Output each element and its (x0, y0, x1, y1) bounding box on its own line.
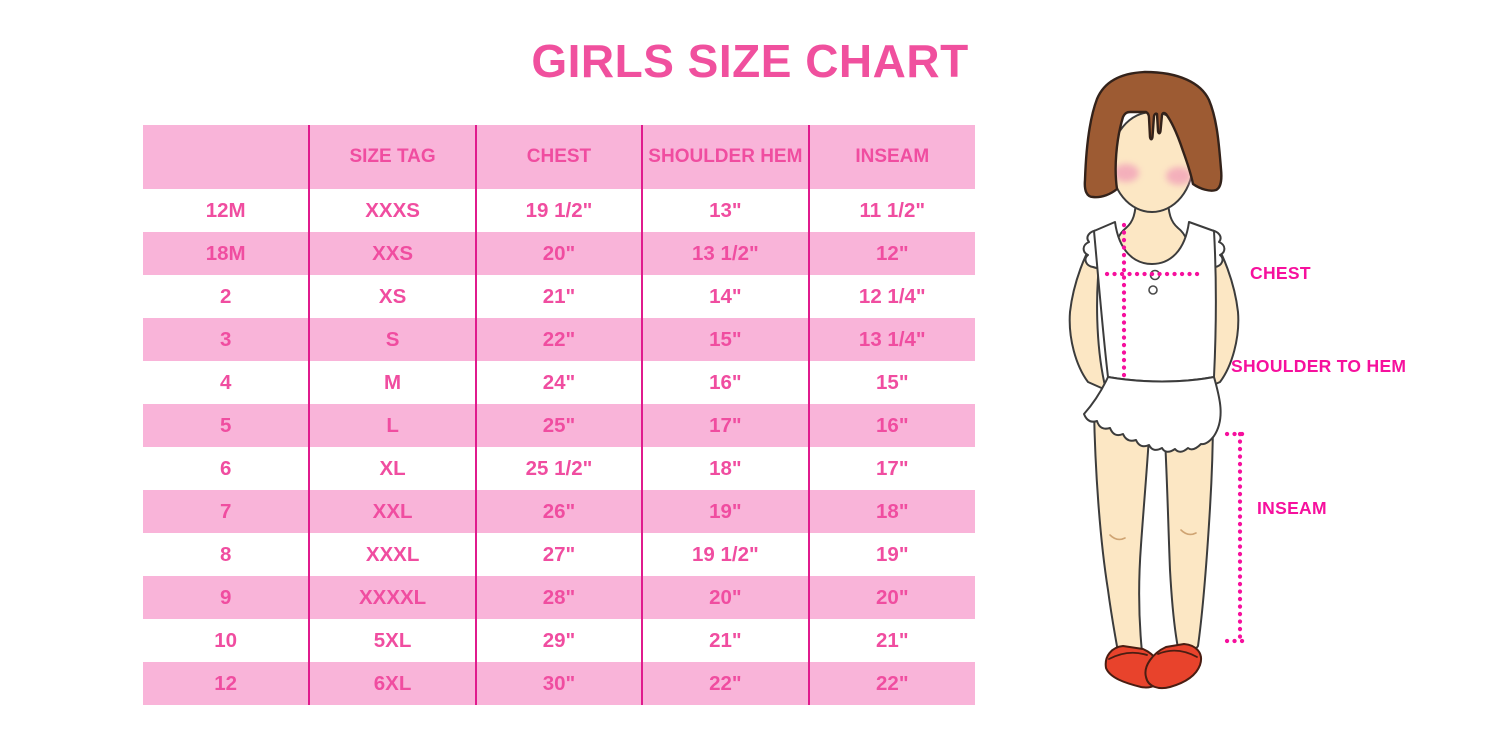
table-cell: 19 1/2" (474, 189, 643, 232)
table-cell: 18" (641, 447, 809, 490)
left-knee-line (1109, 534, 1126, 541)
table-cell: 20" (807, 576, 975, 619)
girls-size-table: SIZE TAG CHEST SHOULDER HEM INSEAM 12M XX… (143, 125, 975, 705)
table-row: 18M XXS 20" 13 1/2" 12" (143, 232, 975, 275)
table-cell: 6XL (308, 662, 476, 705)
table-cell: 5XL (308, 619, 476, 662)
table-row: 8 XXXL 27" 19 1/2" 19" (143, 533, 975, 576)
table-cell: 7 (143, 490, 310, 533)
table-cell: 19" (807, 533, 975, 576)
girl-skirt (1083, 376, 1222, 453)
table-cell: 21" (641, 619, 809, 662)
right-shoe (1144, 643, 1202, 690)
table-row: 9 XXXXL 28" 20" 20" (143, 576, 975, 619)
right-shoe-strap (1157, 649, 1198, 658)
table-cell: S (308, 318, 476, 361)
table-cell: 17" (807, 447, 975, 490)
table-cell: 30" (474, 662, 643, 705)
table-cell: 12M (143, 189, 310, 232)
table-cell: 9 (143, 576, 310, 619)
table-cell: 13" (641, 189, 809, 232)
table-row: 6 XL 25 1/2" 18" 17" (143, 447, 975, 490)
table-cell: L (308, 404, 476, 447)
table-cell: 19" (641, 490, 809, 533)
header-cell-size (143, 125, 310, 189)
table-cell: XXXL (308, 533, 476, 576)
table-cell: 29" (474, 619, 643, 662)
girl-hair (1083, 70, 1223, 199)
table-cell: 28" (474, 576, 643, 619)
table-cell: 15" (641, 318, 809, 361)
table-cell: 4 (143, 361, 310, 404)
table-cell: 16" (641, 361, 809, 404)
table-cell: 25" (474, 404, 643, 447)
table-cell: XXXS (308, 189, 476, 232)
table-row: 2 XS 21" 14" 12 1/4" (143, 275, 975, 318)
table-cell: 14" (641, 275, 809, 318)
right-blush (1166, 167, 1192, 185)
size-table-header: SIZE TAG CHEST SHOULDER HEM INSEAM (143, 125, 975, 189)
table-cell: 13 1/2" (641, 232, 809, 275)
header-cell-size-tag: SIZE TAG (308, 125, 476, 189)
header-row: SIZE TAG CHEST SHOULDER HEM INSEAM (143, 125, 975, 189)
table-cell: 21" (474, 275, 643, 318)
table-cell: 12" (807, 232, 975, 275)
table-cell: 18M (143, 232, 310, 275)
header-cell-chest: CHEST (474, 125, 643, 189)
table-cell: 2 (143, 275, 310, 318)
table-row: 12 6XL 30" 22" 22" (143, 662, 975, 705)
table-cell: 11 1/2" (807, 189, 975, 232)
table-cell: XXS (308, 232, 476, 275)
table-cell: 8 (143, 533, 310, 576)
right-knee-line (1180, 529, 1197, 536)
table-cell: M (308, 361, 476, 404)
header-cell-inseam: INSEAM (807, 125, 975, 189)
header-cell-shoulder-hem: SHOULDER HEM (641, 125, 809, 189)
chest-label: CHEST (1250, 263, 1311, 283)
left-shoe-strap (1108, 651, 1148, 660)
size-table-body: 12M XXXS 19 1/2" 13" 11 1/2" 18M XXS 20" 13 1/2"… (143, 189, 975, 705)
table-cell: 13 1/4" (807, 318, 975, 361)
table-cell: XL (308, 447, 476, 490)
table-cell: 21" (807, 619, 975, 662)
shoulder-to-hem-label: SHOULDER TO HEM (1231, 356, 1407, 376)
left-blush (1113, 164, 1139, 182)
table-cell: 15" (807, 361, 975, 404)
table-row: 10 5XL 29" 21" 21" (143, 619, 975, 662)
table-row: 3 S 22" 15" 13 1/4" (143, 318, 975, 361)
table-cell: 22" (807, 662, 975, 705)
table-cell: 5 (143, 404, 310, 447)
girl-figure-illustration (1068, 70, 1249, 690)
inseam-label: INSEAM (1257, 498, 1327, 518)
table-row: 12M XXXS 19 1/2" 13" 11 1/2" (143, 189, 975, 232)
table-cell: 6 (143, 447, 310, 490)
measurement-diagram: CHEST SHOULDER TO HEM INSEAM (1030, 50, 1500, 750)
table-cell: 27" (474, 533, 643, 576)
table-cell: 12 (143, 662, 310, 705)
table-cell: 19 1/2" (641, 533, 809, 576)
table-row: 4 M 24" 16" 15" (143, 361, 975, 404)
table-cell: 22" (474, 318, 643, 361)
table-cell: 24" (474, 361, 643, 404)
table-cell: 20" (641, 576, 809, 619)
table-cell: XXL (308, 490, 476, 533)
table-cell: 18" (807, 490, 975, 533)
table-cell: 12 1/4" (807, 275, 975, 318)
table-cell: 26" (474, 490, 643, 533)
table-cell: 17" (641, 404, 809, 447)
table-cell: 16" (807, 404, 975, 447)
page-title: GIRLS SIZE CHART (531, 35, 969, 87)
top-button-2 (1148, 285, 1158, 295)
table-cell: 22" (641, 662, 809, 705)
table-row: 7 XXL 26" 19" 18" (143, 490, 975, 533)
table-cell: 3 (143, 318, 310, 361)
table-cell: XXXXL (308, 576, 476, 619)
table-cell: 20" (474, 232, 643, 275)
table-row: 5 L 25" 17" 16" (143, 404, 975, 447)
table-cell: 25 1/2" (474, 447, 643, 490)
table-cell: 10 (143, 619, 310, 662)
table-cell: XS (308, 275, 476, 318)
